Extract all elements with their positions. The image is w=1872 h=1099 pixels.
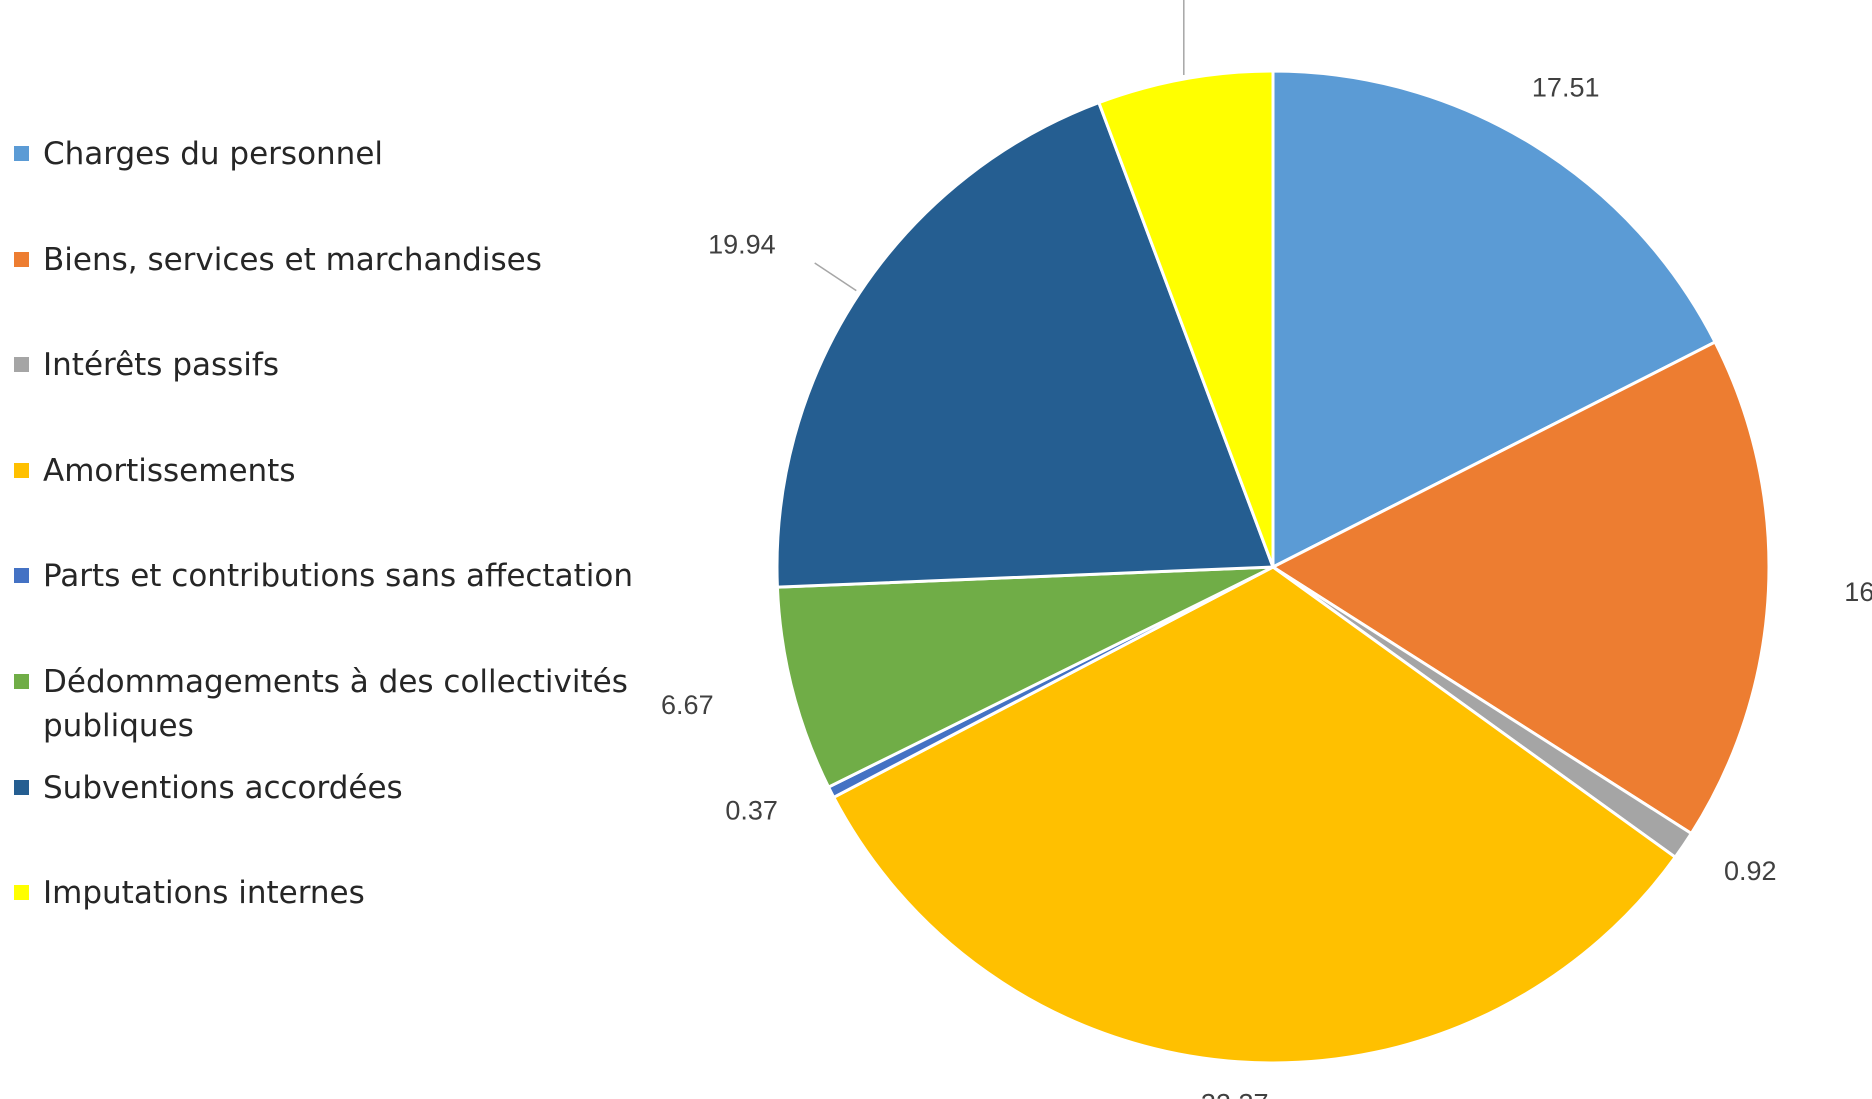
pie-slice-biens-services-et-marchandises bbox=[1269, 340, 1771, 836]
data-label-parts-et-contributions-sans-affectation: 0.37 bbox=[725, 795, 778, 825]
legend-label: Dédommagements à des collectivités publi… bbox=[43, 664, 628, 744]
legend-item-parts-et-contributions-sans-affectation: Parts et contributions sans affectation bbox=[14, 554, 633, 598]
legend-swatch bbox=[14, 357, 29, 372]
data-label-leader-line bbox=[814, 262, 857, 292]
data-label-amortissements: 32.37 bbox=[1201, 1089, 1269, 1099]
legend-swatch bbox=[14, 885, 29, 900]
legend-swatch bbox=[14, 568, 29, 583]
pie-slice-subventions-accordees bbox=[775, 100, 1276, 589]
legend-item-charges-du-personnel: Charges du personnel bbox=[14, 132, 383, 176]
data-label-subventions-accordees: 19.94 bbox=[708, 230, 776, 260]
legend-item-imputations-internes: Imputations internes bbox=[14, 871, 365, 915]
pie-slice-charges-du-personnel bbox=[1271, 69, 1718, 570]
pie-slice-amortissements bbox=[831, 565, 1678, 1065]
legend-swatch bbox=[14, 463, 29, 478]
data-label-leader-line bbox=[1183, 0, 1185, 75]
legend-label: Charges du personnel bbox=[43, 136, 384, 172]
legend-label: Subventions accordées bbox=[43, 770, 403, 806]
legend-label: Amortissements bbox=[43, 453, 296, 489]
data-label-interets-passifs: 0.92 bbox=[1724, 856, 1777, 886]
legend-item-subventions-accordees: Subventions accordées bbox=[14, 766, 403, 810]
legend-label: Parts et contributions sans affectation bbox=[43, 558, 633, 594]
data-label-dedommagements-a-des-collectivites-publiques: 6.67 bbox=[661, 690, 714, 720]
legend-swatch bbox=[14, 252, 29, 267]
legend-item-biens-services-et-marchandises: Biens, services et marchandises bbox=[14, 238, 542, 282]
pie-slice-imputations-internes bbox=[1096, 69, 1275, 568]
legend-item-dedommagements-a-des-collectivites-publiques: Dédommagements à des collectivités publi… bbox=[14, 660, 643, 748]
legend-label: Intérêts passifs bbox=[43, 347, 279, 383]
legend-item-amortissements: Amortissements bbox=[14, 449, 295, 493]
legend-swatch bbox=[14, 674, 29, 689]
legend-swatch bbox=[14, 146, 29, 161]
legend-swatch bbox=[14, 780, 29, 795]
data-label-biens-services-et-marchandises: 16.52 bbox=[1844, 577, 1872, 607]
legend-item-interets-passifs: Intérêts passifs bbox=[14, 343, 279, 387]
legend-label: Imputations internes bbox=[43, 875, 365, 911]
pie-slice-dedommagements-a-des-collectivites-publiques bbox=[775, 565, 1274, 790]
legend-label: Biens, services et marchandises bbox=[43, 242, 542, 278]
data-label-charges-du-personnel: 17.51 bbox=[1532, 73, 1600, 103]
